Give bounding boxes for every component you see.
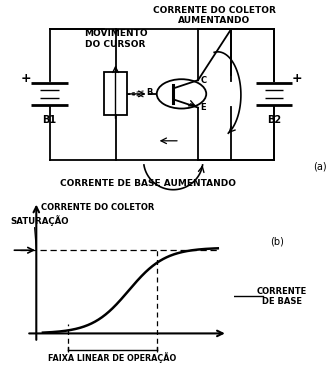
Text: B1: B1	[43, 115, 56, 125]
Text: CORRENTE DO COLETOR: CORRENTE DO COLETOR	[41, 203, 155, 212]
Text: MOVIMENTO
DO CURSOR: MOVIMENTO DO CURSOR	[84, 30, 147, 49]
Text: C: C	[201, 76, 207, 85]
Text: CORRENTE
DE BASE: CORRENTE DE BASE	[257, 287, 307, 306]
Text: +: +	[21, 72, 32, 85]
Text: +: +	[292, 72, 302, 85]
Text: E: E	[201, 103, 206, 112]
Text: (a): (a)	[313, 161, 327, 171]
Text: B2: B2	[267, 115, 281, 125]
Text: (b): (b)	[270, 236, 284, 246]
Text: B: B	[147, 89, 153, 97]
Circle shape	[157, 79, 206, 108]
Text: SATURAÇÃO: SATURAÇÃO	[11, 215, 69, 225]
Text: CORRENTE DO COLETOR
AUMENTANDO: CORRENTE DO COLETOR AUMENTANDO	[153, 6, 276, 25]
Text: CORRENTE DE BASE AUMENTANDO: CORRENTE DE BASE AUMENTANDO	[60, 179, 237, 188]
Text: FAIXA LINEAR DE OPERAÇÃO: FAIXA LINEAR DE OPERAÇÃO	[48, 352, 176, 363]
Bar	[104, 72, 127, 115]
